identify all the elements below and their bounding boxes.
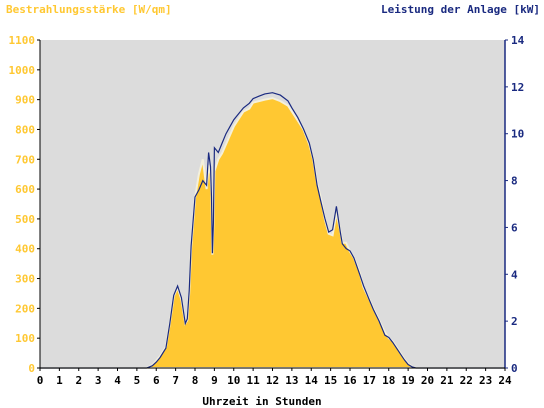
x-axis-title: Uhrzeit in Stunden: [202, 395, 321, 408]
right-tick-label: 10: [511, 128, 524, 141]
x-tick-label: 2: [75, 374, 82, 387]
x-tick-label: 0: [37, 374, 44, 387]
left-tick-label: 800: [15, 123, 35, 136]
x-tick-label: 14: [305, 374, 319, 387]
left-tick-label: 1100: [9, 34, 36, 47]
left-tick-label: 900: [15, 94, 35, 107]
x-tick-label: 23: [479, 374, 492, 387]
x-tick-label: 16: [343, 374, 357, 387]
x-tick-label: 5: [134, 374, 141, 387]
x-tick-label: 21: [440, 374, 454, 387]
x-tick-label: 8: [192, 374, 199, 387]
series-line-power: [40, 92, 505, 369]
left-tick-label: 700: [15, 153, 35, 166]
left-tick-label: 500: [15, 213, 35, 226]
right-tick-label: 8: [511, 175, 518, 188]
x-tick-label: 1: [56, 374, 63, 387]
right-tick-label: 6: [511, 221, 518, 234]
left-tick-label: 1000: [9, 64, 36, 77]
left-tick-label: 200: [15, 302, 35, 315]
x-tick-label: 11: [247, 374, 261, 387]
left-tick-label: 400: [15, 243, 35, 256]
x-tick-label: 18: [382, 374, 395, 387]
x-tick-label: 6: [153, 374, 160, 387]
right-tick-label: 2: [511, 315, 518, 328]
x-tick-label: 4: [114, 374, 121, 387]
left-tick-label: 300: [15, 273, 35, 286]
left-tick-label: 600: [15, 183, 35, 196]
x-tick-label: 9: [211, 374, 218, 387]
x-tick-label: 24: [498, 374, 512, 387]
right-tick-label: 0: [511, 362, 518, 375]
x-tick-label: 3: [95, 374, 102, 387]
left-tick-label: 0: [28, 362, 35, 375]
x-tick-label: 7: [172, 374, 179, 387]
x-tick-label: 13: [285, 374, 298, 387]
x-tick-label: 15: [324, 374, 337, 387]
right-tick-label: 14: [511, 34, 525, 47]
right-axis-title: Leistung der Anlage [kW]: [381, 3, 540, 16]
right-tick-label: 12: [511, 81, 524, 94]
x-tick-label: 10: [227, 374, 240, 387]
left-axis-title: Bestrahlungsstärke [W/qm]: [6, 3, 172, 16]
x-tick-label: 22: [460, 374, 473, 387]
x-tick-label: 19: [402, 374, 415, 387]
x-tick-label: 20: [421, 374, 434, 387]
right-tick-label: 4: [511, 268, 518, 281]
x-tick-label: 17: [363, 374, 376, 387]
left-tick-label: 100: [15, 332, 35, 345]
x-tick-label: 12: [266, 374, 279, 387]
